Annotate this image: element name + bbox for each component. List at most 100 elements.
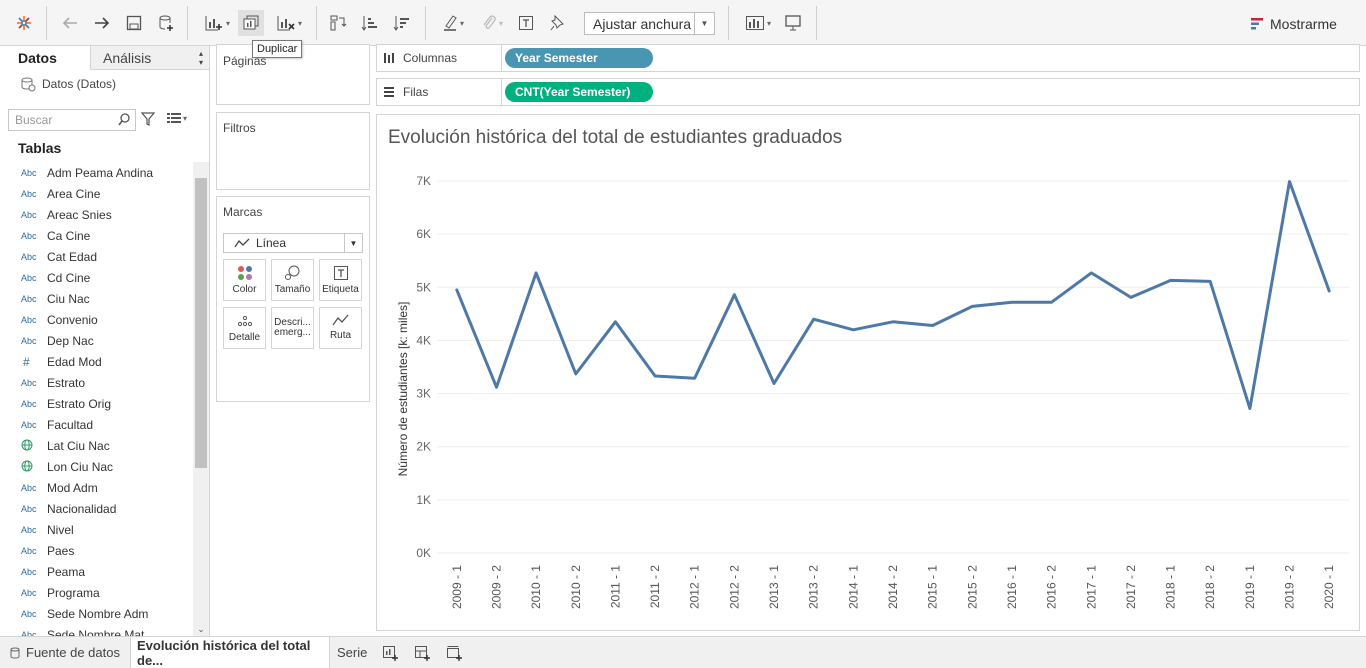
rows-pill[interactable]: CNT(Year Semester) (505, 82, 653, 102)
show-me-button[interactable]: Mostrarme (1250, 14, 1337, 34)
field-item[interactable]: Abc Estrato (0, 372, 193, 393)
path-mark-button[interactable]: Ruta (319, 307, 362, 349)
rows-shelf[interactable]: Filas CNT(Year Semester) (376, 78, 1360, 106)
x-tick-label: 2019 - 2 (1283, 565, 1297, 609)
field-item[interactable]: Abc Ciu Nac (0, 288, 193, 309)
new-datasource-icon[interactable] (154, 10, 178, 36)
marks-title: Marcas (223, 205, 263, 219)
tab-datasource[interactable]: Fuente de datos (10, 637, 120, 668)
up-down-icon: ▴ ▾ (198, 48, 203, 67)
mark-type-dropdown[interactable]: Línea ▼ (223, 233, 363, 253)
search-input[interactable] (15, 113, 115, 127)
field-name: Areac Snies (47, 207, 112, 222)
field-item[interactable]: # Edad Mod (0, 351, 193, 372)
field-item[interactable]: Abc Sede Nombre Adm (0, 603, 193, 624)
label-label: Etiqueta (322, 284, 359, 295)
swap-rows-columns-icon[interactable] (326, 10, 350, 36)
datasource-icon (21, 77, 36, 92)
detail-mark-button[interactable]: Detalle (223, 307, 266, 349)
string-type-icon: Abc (21, 314, 37, 325)
filters-card[interactable]: Filtros (216, 112, 370, 190)
x-tick-label: 2017 - 2 (1124, 565, 1138, 609)
field-item[interactable]: Abc Mod Adm (0, 477, 193, 498)
x-tick-label: 2012 - 1 (688, 565, 702, 609)
field-item[interactable]: Abc Sede Nombre Mat (0, 624, 193, 637)
x-tick-label: 2015 - 1 (926, 565, 940, 609)
sort-descending-icon[interactable] (390, 10, 414, 36)
field-name: Lon Ciu Nac (47, 459, 114, 474)
search-icon[interactable] (118, 113, 131, 129)
datasource-item[interactable]: Datos (Datos) (20, 76, 116, 92)
chevron-down-icon: ▼ (694, 13, 714, 34)
tab-analysis[interactable]: Análisis ▴ ▾ (90, 46, 209, 70)
show-cards-icon[interactable]: ▾ (740, 10, 776, 36)
y-tick-label: 5K (416, 280, 431, 294)
field-name: Estrato (47, 375, 86, 390)
size-label: Tamaño (274, 284, 311, 295)
field-name: Ciu Nac (47, 291, 90, 306)
tooltip-mark-button[interactable]: Descri... emerg... (271, 307, 314, 349)
field-item[interactable]: Abc Ca Cine (0, 225, 193, 246)
tab-data[interactable]: Datos (18, 50, 57, 66)
field-item[interactable]: Lon Ciu Nac (0, 456, 193, 477)
field-item[interactable]: Abc Cd Cine (0, 267, 193, 288)
field-name: Sede Nombre Adm (47, 606, 149, 621)
field-item[interactable]: Abc Facultad (0, 414, 193, 435)
toolbar: ▾ ▾ ▾ ▾ Ajustar anchura ▼ ▾ (0, 0, 1366, 46)
sort-ascending-icon[interactable] (358, 10, 382, 36)
field-item[interactable]: Abc Programa (0, 582, 193, 603)
presentation-mode-icon[interactable] (781, 10, 805, 36)
y-tick-label: 3K (416, 387, 431, 401)
color-mark-button[interactable]: Color (223, 259, 266, 301)
size-mark-button[interactable]: Tamaño (271, 259, 314, 301)
field-list-scrollbar[interactable]: ⌄ (193, 162, 209, 636)
save-icon[interactable] (122, 10, 146, 36)
tableau-logo-icon[interactable] (12, 10, 36, 36)
field-item[interactable]: Abc Paes (0, 540, 193, 561)
x-tick-label: 2010 - 1 (529, 565, 543, 609)
scroll-thumb[interactable] (195, 178, 207, 468)
duplicate-sheet-icon[interactable] (238, 10, 264, 36)
tab-sheet-serie[interactable]: Serie (337, 645, 368, 660)
new-worksheet-tab-icon[interactable] (382, 637, 398, 668)
x-tick-label: 2015 - 2 (965, 565, 979, 609)
highlight-icon[interactable]: ▾ (436, 10, 470, 36)
field-item[interactable]: Abc Areac Snies (0, 204, 193, 225)
label-mark-button[interactable]: Etiqueta (319, 259, 362, 301)
tab-active-sheet[interactable]: Evolución histórica del total de... (130, 637, 330, 668)
field-item[interactable]: Abc Cat Edad (0, 246, 193, 267)
field-item[interactable]: Abc Peama (0, 561, 193, 582)
line-chart[interactable]: 0K 1K 2K 3K 4K 5K 6K 7K Número de estudiantes [k… (377, 115, 1359, 630)
redo-icon[interactable] (90, 10, 114, 36)
undo-icon[interactable] (58, 10, 82, 36)
field-name: Peama (47, 564, 86, 579)
series-line[interactable] (455, 180, 1331, 410)
field-name: Mod Adm (47, 480, 98, 495)
fit-width-dropdown[interactable]: Ajustar anchura ▼ (584, 12, 715, 35)
pin-axes-icon[interactable] (545, 10, 569, 36)
field-item[interactable]: Abc Nacionalidad (0, 498, 193, 519)
scroll-down-icon[interactable]: ⌄ (197, 623, 205, 634)
field-item[interactable]: Lat Ciu Nac (0, 435, 193, 456)
new-dashboard-tab-icon[interactable] (414, 637, 430, 668)
field-name: Adm Peama Andina (47, 165, 154, 180)
datasource-tab-icon (10, 647, 20, 659)
filter-icon[interactable] (140, 112, 156, 129)
columns-pill[interactable]: Year Semester (505, 48, 653, 68)
field-item[interactable]: Abc Adm Peama Andina (0, 162, 193, 183)
show-mark-labels-icon[interactable] (514, 10, 538, 36)
view-options-icon[interactable]: ▾ (167, 113, 187, 123)
new-worksheet-icon[interactable]: ▾ (198, 10, 236, 36)
chart-title[interactable]: Evolución histórica del total de estudia… (388, 127, 843, 148)
columns-shelf[interactable]: Columnas Year Semester (376, 44, 1360, 72)
field-item[interactable]: Abc Dep Nac (0, 330, 193, 351)
group-members-icon[interactable]: ▾ (474, 10, 510, 36)
field-item[interactable]: Abc Nivel (0, 519, 193, 540)
clear-sheet-icon[interactable]: ▾ (270, 10, 308, 36)
field-item[interactable]: Abc Area Cine (0, 183, 193, 204)
field-item[interactable]: Abc Convenio (0, 309, 193, 330)
field-item[interactable]: Abc Estrato Orig (0, 393, 193, 414)
new-story-tab-icon[interactable] (446, 637, 462, 668)
string-type-icon: Abc (21, 629, 37, 637)
tooltip-label: Descri... emerg... (274, 317, 311, 338)
